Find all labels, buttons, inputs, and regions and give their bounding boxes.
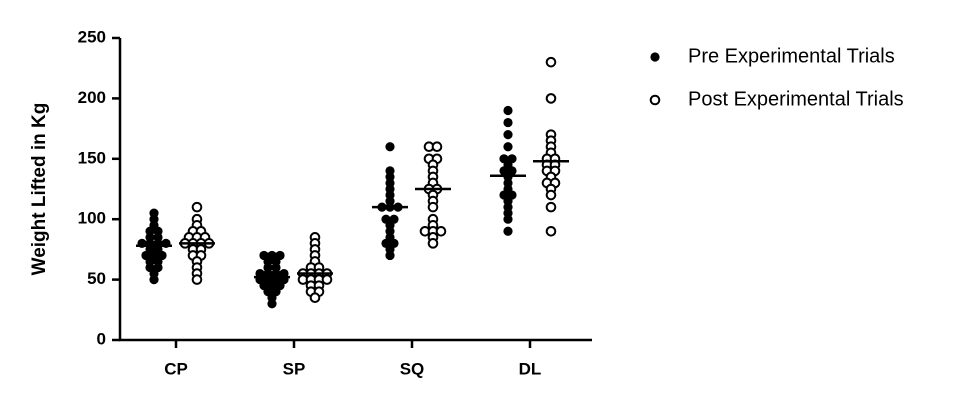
data-point	[503, 130, 513, 140]
legend-label: Pre Experimental Trials	[688, 45, 895, 67]
y-axis-label: Weight Lifted in Kg	[29, 103, 50, 276]
data-point	[191, 274, 203, 285]
x-tick-label: CP	[164, 359, 188, 378]
data-point	[385, 142, 395, 152]
y-tick-label: 150	[78, 148, 106, 167]
y-tick-label: 0	[97, 329, 106, 348]
data-point	[545, 93, 557, 104]
y-tick-label: 200	[78, 88, 106, 107]
data-point	[503, 117, 513, 128]
data-point	[503, 226, 513, 236]
data-point	[309, 292, 321, 304]
data-point	[149, 275, 159, 285]
legend-marker	[649, 94, 661, 106]
x-tick-label: DL	[519, 359, 542, 378]
data-point	[427, 201, 439, 213]
data-point	[545, 56, 557, 68]
data-point	[503, 142, 513, 152]
data-point	[503, 214, 513, 224]
data-point	[545, 201, 557, 213]
legend-label: Post Experimental Trials	[688, 88, 904, 110]
data-point	[503, 105, 513, 116]
y-tick-label: 250	[78, 27, 106, 46]
data-point	[427, 238, 439, 249]
data-point	[191, 201, 203, 213]
data-point	[431, 141, 443, 153]
legend-marker	[650, 52, 660, 62]
data-point	[545, 189, 557, 201]
data-point	[435, 225, 447, 237]
data-point	[385, 250, 395, 261]
data-point	[545, 225, 557, 237]
y-tick-label: 100	[78, 209, 106, 228]
data-point	[267, 299, 277, 309]
x-tick-label: SQ	[400, 359, 425, 378]
x-tick-label: SP	[283, 359, 306, 378]
data-point	[321, 274, 333, 285]
y-tick-label: 50	[87, 269, 106, 288]
